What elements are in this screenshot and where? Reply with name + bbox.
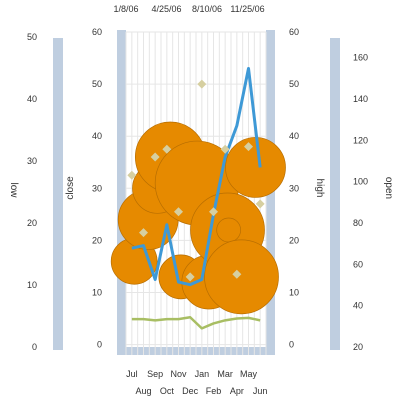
close-line <box>131 66 262 287</box>
x-month-label: Aug <box>135 386 151 396</box>
x-month-label: Dec <box>182 386 199 396</box>
low-line <box>131 315 261 330</box>
high-tick-label: 20 <box>289 235 299 245</box>
open-bubble <box>225 137 286 198</box>
high-marker <box>139 228 148 238</box>
high-axis-title: high <box>314 179 325 198</box>
open-tick-label: 100 <box>353 177 368 187</box>
close-axis-title: close <box>65 176 76 200</box>
high-tick-label: 30 <box>289 183 299 193</box>
close-tick-label: 40 <box>92 131 102 141</box>
high-marker <box>244 142 253 152</box>
high-marker <box>185 272 195 282</box>
open-tick-label: 80 <box>353 218 363 228</box>
low-tick-label: 30 <box>27 156 37 166</box>
x-month-label: Apr <box>230 386 244 396</box>
x-date-label: 8/10/06 <box>192 4 222 14</box>
low-tick-label: 20 <box>27 218 37 228</box>
x-month-label: Jan <box>195 369 210 379</box>
lines <box>131 66 262 330</box>
high-marker <box>197 79 207 89</box>
open-bubble <box>204 239 279 315</box>
high-marker <box>255 199 265 209</box>
high-tick-label: 50 <box>289 79 299 89</box>
close-axis-band <box>117 30 126 355</box>
low-tick-label: 50 <box>27 32 37 42</box>
high-tick-label: 60 <box>289 27 299 37</box>
high-tick-label: 10 <box>289 287 299 297</box>
tick-labels: 0 10 20 30 40 50 0 10 20 30 40 50 60 0 10 20 30 40 50 60 20 4… <box>27 4 368 396</box>
x-month-label: Jun <box>253 386 268 396</box>
low-tick-label: 0 <box>32 342 37 352</box>
x-month-label: Mar <box>217 369 233 379</box>
x-date-label: 1/8/06 <box>113 4 138 14</box>
high-marker <box>220 144 230 154</box>
open-axis-band <box>330 38 340 350</box>
high-marker <box>232 269 242 279</box>
close-tick-label: 30 <box>92 183 102 193</box>
open-axis-title: open <box>383 177 394 199</box>
open-tick-label: 160 <box>353 53 368 63</box>
close-tick-label: 0 <box>97 340 102 350</box>
low-tick-label: 40 <box>27 94 37 104</box>
close-tick-label: 50 <box>92 79 102 89</box>
x-month-label: Sep <box>147 369 163 379</box>
x-month-label: Oct <box>160 386 175 396</box>
open-bubble <box>216 217 242 243</box>
open-tick-label: 140 <box>353 94 368 104</box>
high-tick-label: 0 <box>289 340 294 350</box>
close-tick-label: 60 <box>92 27 102 37</box>
x-date-label: 4/25/06 <box>151 4 181 14</box>
x-date-label: 11/25/06 <box>230 4 264 14</box>
x-month-label: Jul <box>126 369 138 379</box>
x-month-label: Feb <box>206 386 222 396</box>
low-axis-title: low <box>8 182 19 198</box>
low-axis-band <box>53 38 63 350</box>
open-tick-label: 40 <box>353 301 363 311</box>
high-marker <box>162 144 172 154</box>
x-month-label: Nov <box>170 369 187 379</box>
close-tick-label: 10 <box>92 287 102 297</box>
open-tick-label: 20 <box>353 342 363 352</box>
high-marker <box>174 207 183 217</box>
open-tick-label: 120 <box>353 135 368 145</box>
low-tick-label: 10 <box>27 280 37 290</box>
high-markers <box>127 79 265 282</box>
x-month-label: May <box>240 369 258 379</box>
high-marker <box>150 152 160 162</box>
open-bubbles <box>110 121 286 315</box>
high-marker <box>127 170 137 180</box>
open-tick-label: 60 <box>353 259 363 269</box>
close-tick-label: 20 <box>92 235 102 245</box>
high-marker <box>209 207 218 217</box>
high-tick-label: 40 <box>289 131 299 141</box>
